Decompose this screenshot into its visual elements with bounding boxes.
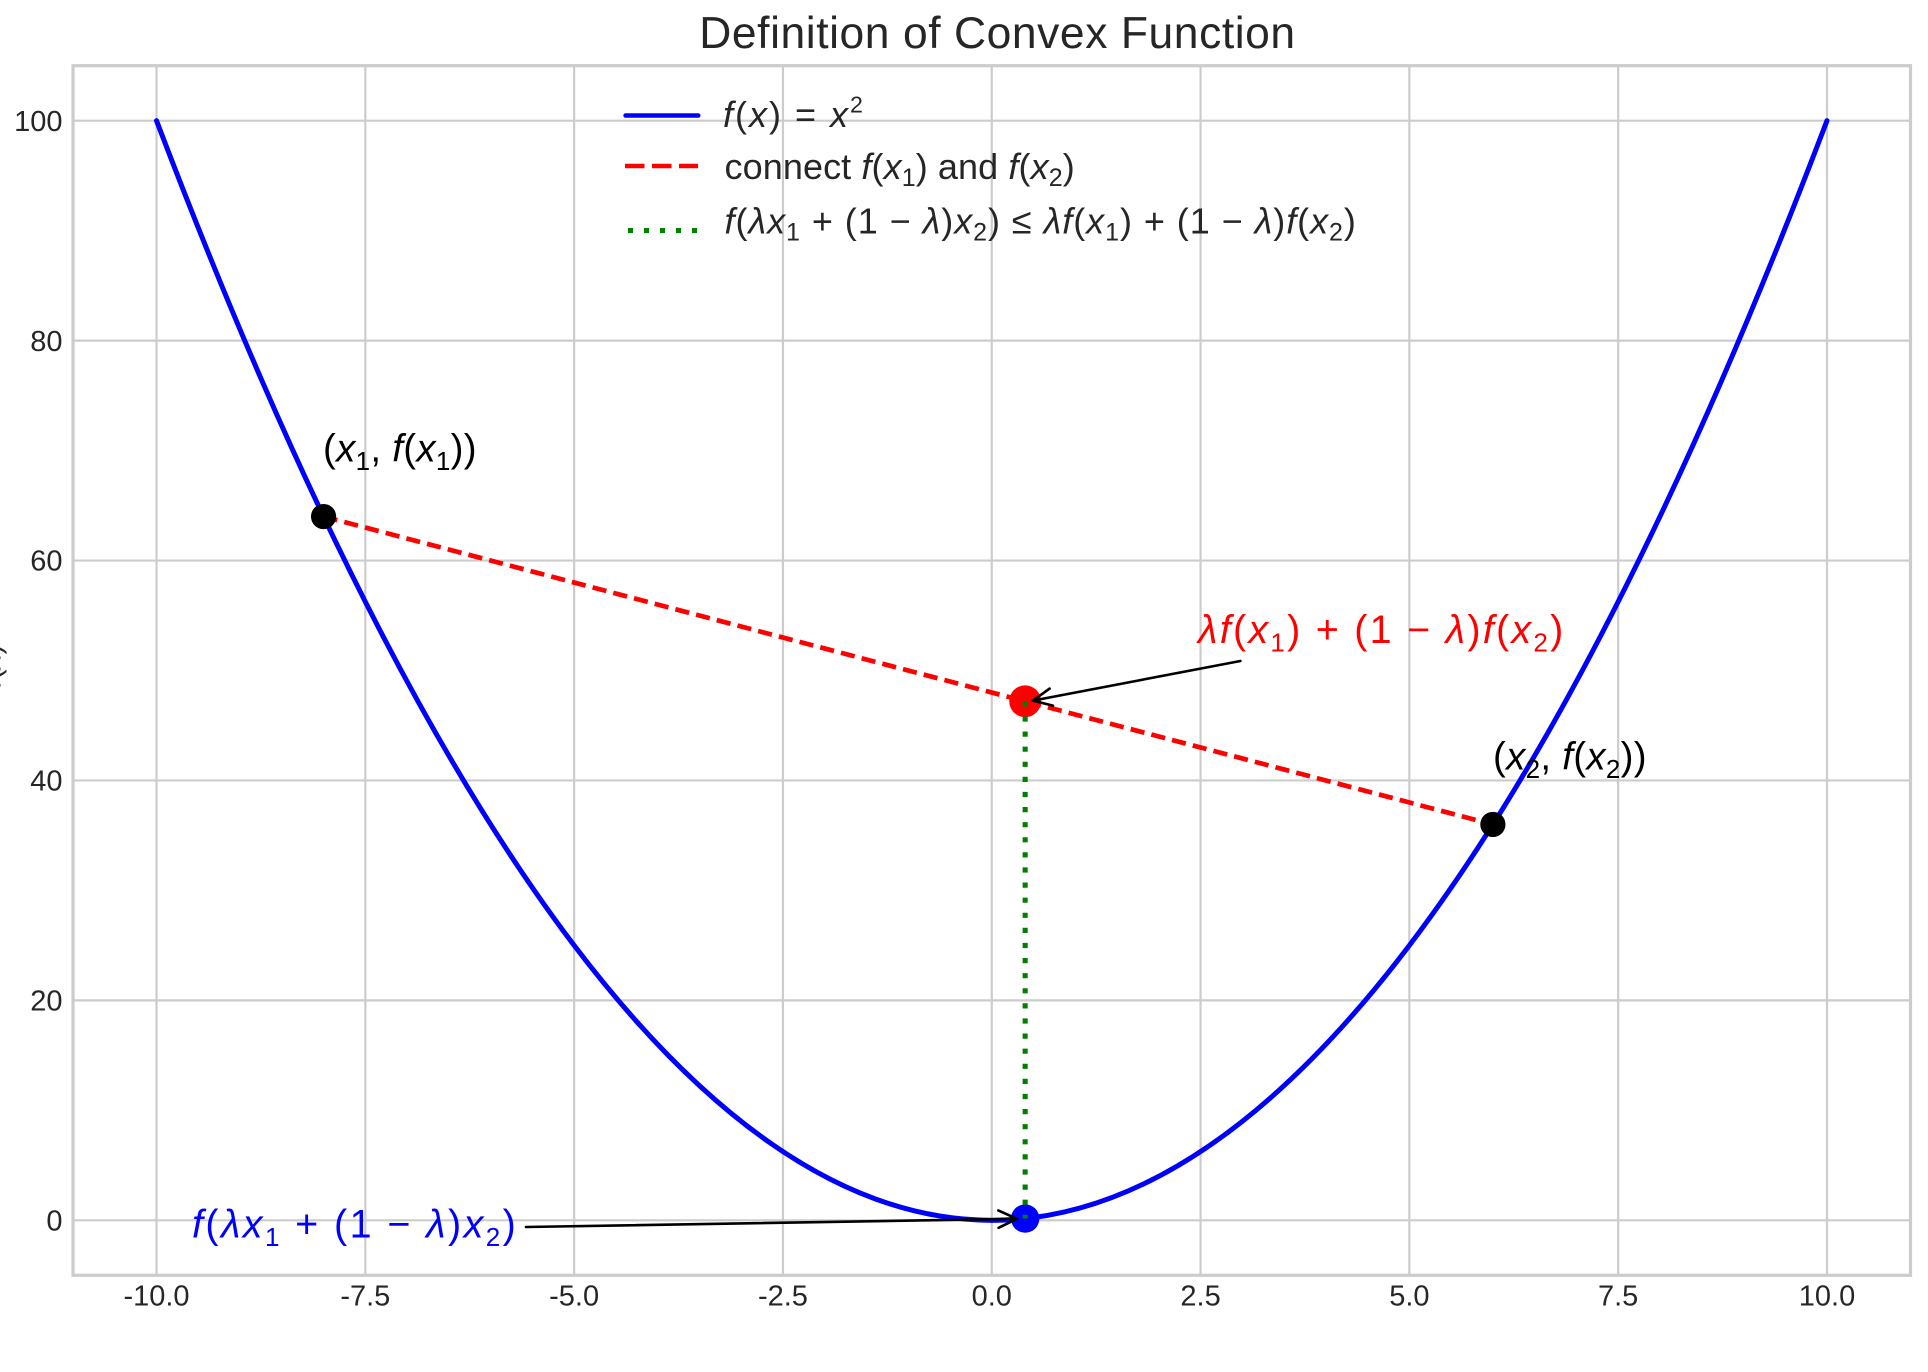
- svg-text:5.0: 5.0: [1389, 1281, 1429, 1313]
- svg-text:80: 80: [30, 326, 62, 358]
- svg-text:f(x): f(x): [0, 644, 8, 687]
- svg-text:60: 60: [30, 546, 62, 578]
- svg-text:λf(x1) + (1 − λ)f(x2): λf(x1) + (1 − λ)f(x2): [1196, 608, 1566, 657]
- svg-text:-7.5: -7.5: [340, 1281, 390, 1313]
- svg-text:0.0: 0.0: [972, 1281, 1012, 1313]
- svg-text:100: 100: [14, 106, 62, 138]
- svg-text:Definition of Convex Function: Definition of Convex Function: [699, 9, 1295, 58]
- svg-text:f(λx1 + (1 − λ)x2): f(λx1 + (1 − λ)x2): [192, 1203, 518, 1252]
- svg-text:20: 20: [30, 986, 62, 1018]
- svg-text:2.5: 2.5: [1180, 1281, 1220, 1313]
- svg-text:-5.0: -5.0: [549, 1281, 599, 1313]
- svg-text:40: 40: [30, 766, 62, 798]
- svg-text:f(x) = x2: f(x) = x2: [723, 91, 865, 135]
- svg-text:f(λx1 + (1 − λ)x2) ≤ λf(x1) +: f(λx1 + (1 − λ)x2) ≤ λf(x1) + (1 − λ)f(x…: [725, 201, 1357, 247]
- svg-text:connect f(x1) and f(x2): connect f(x1) and f(x2): [725, 146, 1075, 192]
- svg-text:0: 0: [46, 1206, 62, 1238]
- svg-text:(x1, f(x1)): (x1, f(x1)): [323, 428, 477, 476]
- svg-text:-2.5: -2.5: [758, 1281, 808, 1313]
- svg-text:10.0: 10.0: [1799, 1281, 1855, 1313]
- svg-text:7.5: 7.5: [1598, 1281, 1638, 1313]
- svg-text:(x2, f(x2)): (x2, f(x2)): [1493, 736, 1647, 784]
- svg-text:-10.0: -10.0: [123, 1281, 189, 1313]
